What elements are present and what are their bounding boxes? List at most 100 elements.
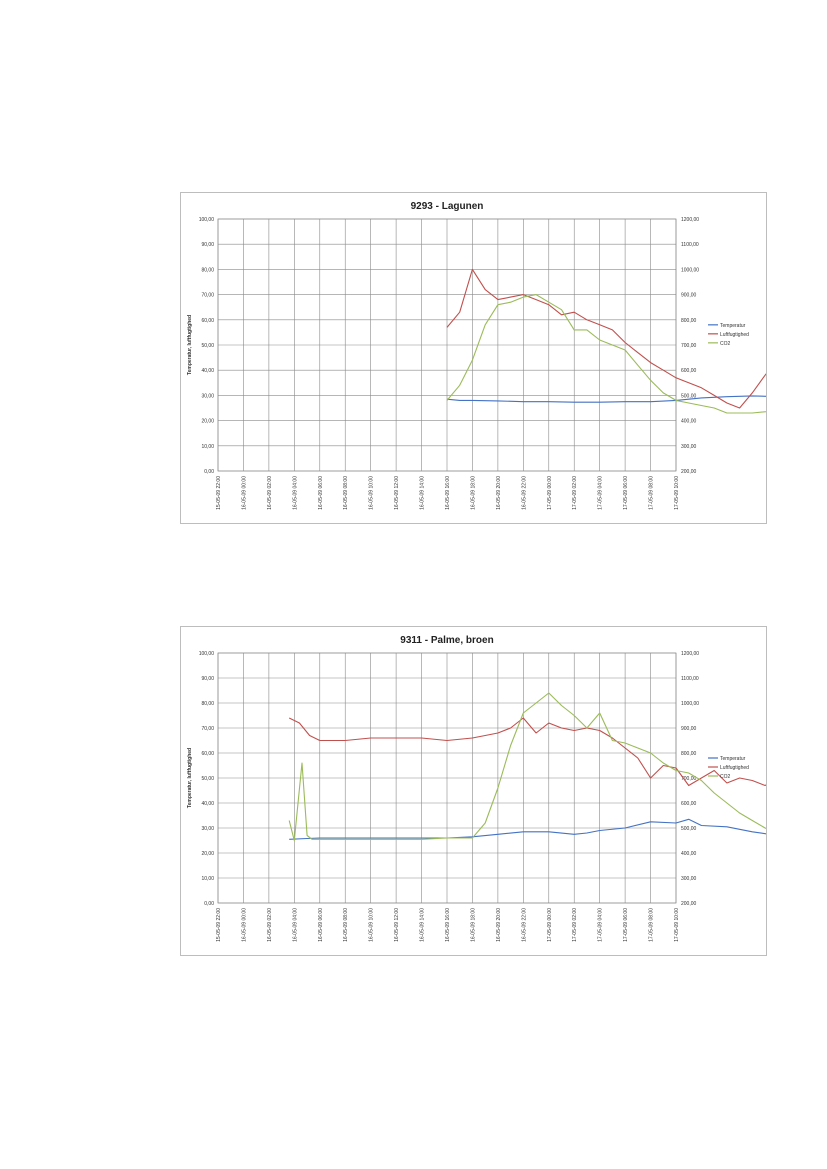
legend-label: Luftfugtighed <box>720 765 749 771</box>
x-tick-label: 16-05-09 18:00 <box>470 476 476 510</box>
x-tick-label: 17-05-09 08:00 <box>649 476 655 510</box>
chart-title: 9293 - Lagunen <box>411 201 484 212</box>
y-tick-label: 80,00 <box>201 701 214 707</box>
y-tick-label: 30,00 <box>201 393 214 399</box>
x-tick-label: 16-05-09 00:00 <box>241 908 247 942</box>
chart-palme-broen: 9311 - Palme, broen 0,00 200,00 10,00 300,00… <box>180 626 767 956</box>
y2-tick-label: 1000,00 <box>681 701 699 707</box>
x-tick-label: 16-05-09 00:00 <box>241 476 247 510</box>
chart-title: 9311 - Palme, broen <box>400 635 493 646</box>
y2-tick-label: 1200,00 <box>681 651 699 657</box>
y-tick-label: 50,00 <box>201 343 214 349</box>
x-tick-label: 16-05-09 02:00 <box>267 476 273 510</box>
x-tick-label: 16-05-09 02:00 <box>267 908 273 942</box>
x-tick-label: 16-05-09 12:00 <box>394 476 400 510</box>
x-tick-label: 16-05-09 08:00 <box>343 476 349 510</box>
y2-tick-label: 700,00 <box>681 343 697 349</box>
y2-tick-label: 1100,00 <box>681 676 699 682</box>
legend-label: CO2 <box>720 774 731 780</box>
y2-tick-label: 1100,00 <box>681 242 699 248</box>
y-tick-label: 40,00 <box>201 368 214 374</box>
x-tick-label: 16-05-09 20:00 <box>496 476 502 510</box>
x-tick-label: 16-05-09 16:00 <box>445 476 451 510</box>
x-tick-label: 17-05-09 06:00 <box>623 476 629 510</box>
y-tick-label: 0,00 <box>204 901 214 907</box>
y-tick-label: 90,00 <box>201 676 214 682</box>
x-tick-label: 17-05-09 00:00 <box>547 476 553 510</box>
x-tick-label: 16-05-09 22:00 <box>521 908 527 942</box>
x-tick-label: 16-05-09 06:00 <box>318 908 324 942</box>
series-line-co2 <box>288 692 766 842</box>
legend-label: Temperatur <box>720 323 746 329</box>
y-axis-label: Temperatur, luftfugtighed <box>187 748 193 808</box>
legend-label: Temperatur <box>720 756 746 762</box>
y2-tick-label: 300,00 <box>681 444 697 450</box>
y-tick-label: 10,00 <box>201 444 214 450</box>
y2-tick-label: 400,00 <box>681 851 697 857</box>
y-tick-label: 50,00 <box>201 776 214 782</box>
series-line-temperatur <box>289 818 766 840</box>
series-line-co2 <box>446 294 766 414</box>
y2-tick-label: 1000,00 <box>681 267 699 273</box>
x-tick-label: 17-05-09 10:00 <box>674 908 680 942</box>
y2-tick-label: 500,00 <box>681 826 697 832</box>
x-tick-label: 17-05-09 02:00 <box>572 908 578 942</box>
x-tick-label: 17-05-09 10:00 <box>674 476 680 510</box>
x-tick-label: 16-05-09 06:00 <box>318 476 324 510</box>
y2-tick-label: 700,00 <box>681 776 697 782</box>
y-tick-label: 100,00 <box>199 217 215 223</box>
x-tick-label: 16-05-09 16:00 <box>445 908 451 942</box>
y-tick-label: 70,00 <box>201 293 214 299</box>
x-tick-label: 16-05-09 14:00 <box>420 908 426 942</box>
chart-lagunen-svg: 9293 - Lagunen 0,00 200,00 10,00 300,00 20,00… <box>187 201 766 510</box>
y2-tick-label: 900,00 <box>681 293 697 299</box>
x-tick-label: 17-05-09 06:00 <box>623 908 629 942</box>
series-line-temperatur <box>446 395 766 403</box>
y-tick-label: 20,00 <box>201 419 214 425</box>
x-tick-label: 17-05-09 02:00 <box>572 476 578 510</box>
y2-tick-label: 800,00 <box>681 318 697 324</box>
x-tick-label: 16-05-09 20:00 <box>496 908 502 942</box>
y-tick-label: 100,00 <box>199 651 215 657</box>
y2-tick-label: 600,00 <box>681 368 697 374</box>
x-tick-label: 16-05-09 08:00 <box>343 908 349 942</box>
y2-tick-label: 1200,00 <box>681 217 699 223</box>
x-tick-label: 16-05-09 04:00 <box>292 908 298 942</box>
y2-tick-label: 200,00 <box>681 901 697 907</box>
y-tick-label: 20,00 <box>201 851 214 857</box>
y-tick-label: 60,00 <box>201 751 214 757</box>
y-tick-label: 0,00 <box>204 469 214 475</box>
y-tick-label: 30,00 <box>201 826 214 832</box>
x-tick-label: 17-05-09 04:00 <box>598 908 604 942</box>
chart-lagunen: 9293 - Lagunen 0,00 200,00 10,00 300,00 20,00… <box>180 192 767 524</box>
x-tick-label: 17-05-09 08:00 <box>649 908 655 942</box>
y2-tick-label: 300,00 <box>681 876 697 882</box>
x-tick-label: 17-05-09 00:00 <box>547 908 553 942</box>
x-tick-label: 16-05-09 14:00 <box>420 476 426 510</box>
x-tick-label: 16-05-09 18:00 <box>470 908 476 942</box>
y-tick-label: 60,00 <box>201 318 214 324</box>
y2-tick-label: 500,00 <box>681 393 697 399</box>
y-axis-label: Temperatur, luftfugtighed <box>187 315 193 375</box>
y-tick-label: 90,00 <box>201 242 214 248</box>
x-tick-label: 16-05-09 10:00 <box>369 908 375 942</box>
x-tick-label: 16-05-09 10:00 <box>369 476 375 510</box>
x-tick-label: 16-05-09 22:00 <box>521 476 527 510</box>
x-tick-label: 15-05-09 22:00 <box>216 908 222 942</box>
y-tick-label: 40,00 <box>201 801 214 807</box>
x-tick-label: 15-05-09 22:00 <box>216 476 222 510</box>
legend-label: Luftfugtighed <box>720 332 749 338</box>
x-tick-label: 16-05-09 04:00 <box>292 476 298 510</box>
y2-tick-label: 600,00 <box>681 801 697 807</box>
y-tick-label: 80,00 <box>201 267 214 273</box>
y-tick-label: 10,00 <box>201 876 214 882</box>
y2-tick-label: 800,00 <box>681 751 697 757</box>
y2-tick-label: 900,00 <box>681 726 697 732</box>
y-tick-label: 70,00 <box>201 726 214 732</box>
legend-label: CO2 <box>720 341 731 347</box>
x-tick-label: 17-05-09 04:00 <box>598 476 604 510</box>
y2-tick-label: 200,00 <box>681 469 697 475</box>
series-line-luftfugtighed <box>446 268 766 409</box>
y2-tick-label: 400,00 <box>681 419 697 425</box>
x-tick-label: 16-05-09 12:00 <box>394 908 400 942</box>
